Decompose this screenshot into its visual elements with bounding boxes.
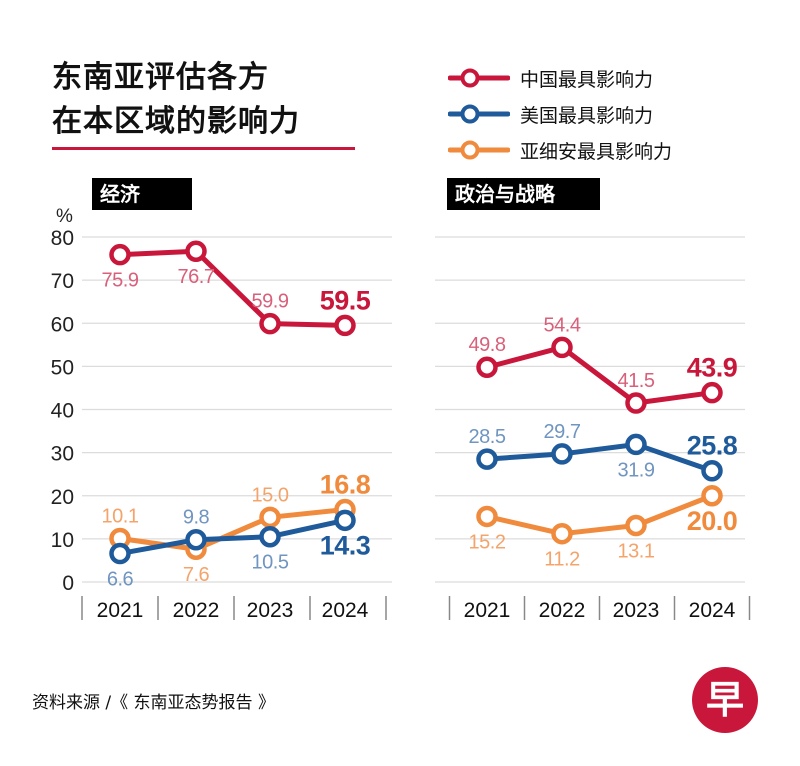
data-point <box>476 448 498 470</box>
x-tick-label: 2022 <box>173 599 220 622</box>
data-point <box>701 485 723 507</box>
x-tick-label: 2021 <box>464 599 511 622</box>
data-label: 49.8 <box>469 334 506 356</box>
data-point <box>551 336 573 359</box>
data-label: 14.3 <box>320 530 371 560</box>
data-point <box>625 433 647 456</box>
data-point <box>185 240 207 262</box>
data-label: 15.0 <box>252 484 289 506</box>
data-point <box>259 525 281 548</box>
data-point <box>625 514 647 537</box>
legend-label: 美国最具影响力 <box>520 104 654 127</box>
data-point <box>476 356 498 378</box>
data-label: 29.7 <box>544 421 581 443</box>
x-tick-label: 2023 <box>613 599 660 622</box>
legend-item-us: 美国最具影响力 <box>448 96 672 132</box>
y-tick-label: 60 <box>51 313 74 336</box>
data-point <box>109 243 131 266</box>
data-label: 25.8 <box>687 431 738 461</box>
data-label: 59.9 <box>252 291 289 313</box>
data-label: 13.1 <box>618 541 655 563</box>
zaobao-logo: 早 <box>692 667 758 737</box>
data-point <box>185 528 207 551</box>
data-label: 41.5 <box>618 370 655 392</box>
data-label: 10.5 <box>252 552 289 574</box>
panel-title-economy: 经济 <box>92 178 192 210</box>
data-point <box>476 505 498 528</box>
data-label: 31.9 <box>618 459 655 481</box>
data-point <box>625 392 647 414</box>
legend-marker-icon <box>448 140 510 160</box>
legend-item-china: 中国最具影响力 <box>448 60 672 96</box>
y-tick-label: 20 <box>51 486 74 509</box>
data-point <box>334 509 356 532</box>
data-label: 28.5 <box>469 426 506 448</box>
x-tick-label: 2023 <box>247 599 294 622</box>
legend-label: 中国最具影响力 <box>520 68 654 91</box>
series-line <box>486 493 713 537</box>
data-point <box>109 542 131 565</box>
data-point <box>551 522 573 545</box>
y-tick-label: 70 <box>51 270 74 293</box>
data-label: 15.2 <box>469 531 506 553</box>
title-line-2: 在本区域的影响力 <box>52 104 300 139</box>
series-line <box>486 344 713 406</box>
data-label: 20.0 <box>687 506 738 536</box>
legend-marker-icon <box>448 104 510 124</box>
title-underline <box>52 147 355 150</box>
data-label: 10.1 <box>102 505 139 527</box>
legend-label: 亚细安最具影响力 <box>520 140 673 163</box>
data-point <box>551 443 573 465</box>
legend-item-asean: 亚细安最具影响力 <box>448 132 672 168</box>
data-point <box>259 506 281 529</box>
x-tick-label: 2024 <box>689 599 736 622</box>
data-label: 76.7 <box>178 266 215 288</box>
series-line <box>119 517 346 556</box>
series-line <box>119 507 346 552</box>
legend: 中国最具影响力 美国最具影响力 亚细安最具影响力 <box>448 60 672 168</box>
data-label: 59.5 <box>320 285 371 315</box>
svg-text:早: 早 <box>706 678 744 722</box>
y-tick-label: 50 <box>51 356 74 379</box>
series-line <box>486 441 713 474</box>
data-point <box>701 459 723 482</box>
data-label: 16.8 <box>320 470 371 500</box>
data-label: 7.6 <box>183 564 210 586</box>
x-tick-label: 2024 <box>322 599 369 622</box>
data-point <box>334 314 356 337</box>
data-label: 9.8 <box>183 507 210 529</box>
x-tick-label: 2022 <box>539 599 586 622</box>
y-tick-label: 80 <box>51 227 74 250</box>
data-label: 75.9 <box>102 270 139 292</box>
data-label: 6.6 <box>107 569 134 591</box>
data-point <box>701 381 723 404</box>
legend-marker-icon <box>448 68 510 88</box>
title-line-1: 东南亚评估各方 <box>52 60 269 95</box>
y-tick-label: 40 <box>51 400 74 423</box>
panel-title-politics: 政治与战略 <box>447 178 600 210</box>
y-tick-label: 30 <box>51 443 74 466</box>
y-tick-label: 10 <box>51 529 74 552</box>
x-tick-label: 2021 <box>97 599 144 622</box>
series-line <box>119 248 346 328</box>
data-label: 11.2 <box>544 549 580 571</box>
source-note: 资料来源 /《 东南亚态势报告 》 <box>32 693 275 713</box>
data-point <box>259 312 281 335</box>
data-label: 43.9 <box>687 353 738 383</box>
y-tick-label: 0 <box>62 572 74 595</box>
y-axis-unit: % <box>56 206 73 227</box>
chart-title: 东南亚评估各方 在本区域的影响力 <box>52 56 300 144</box>
data-label: 54.4 <box>544 314 581 336</box>
